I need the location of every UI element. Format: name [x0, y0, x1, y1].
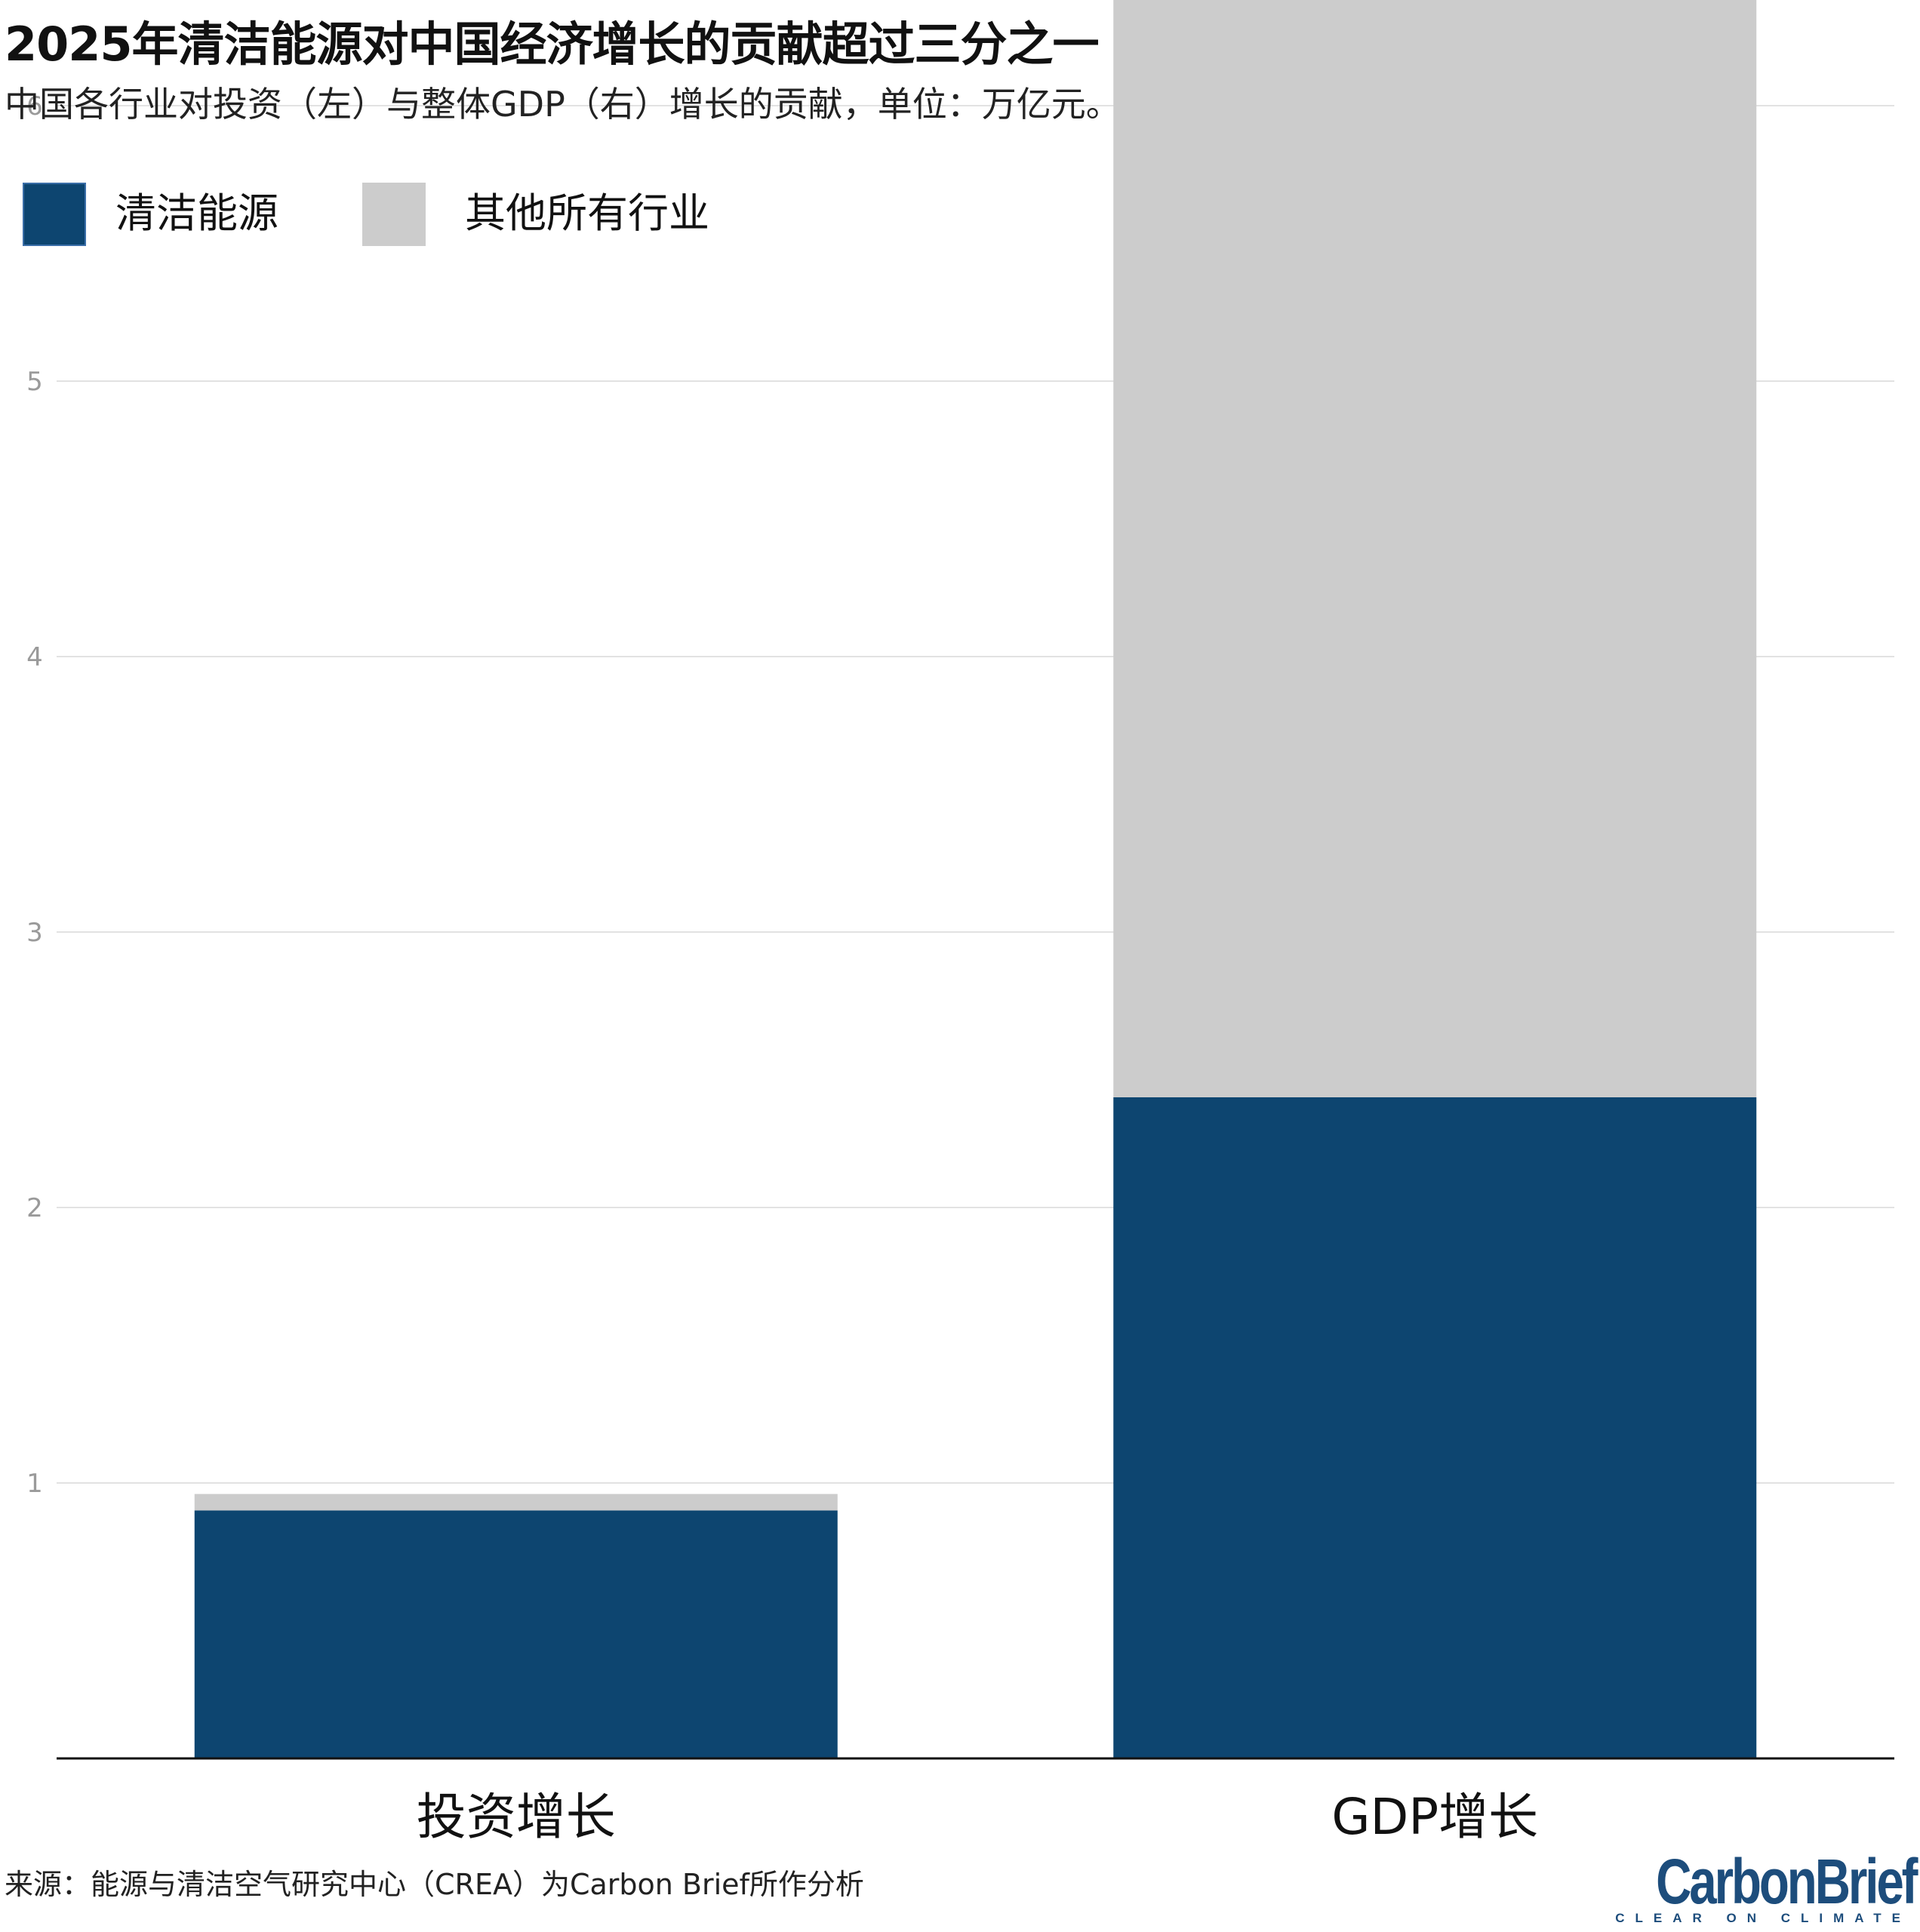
y-tick-label: 2: [26, 1193, 43, 1223]
bar-segment-other-sectors-0: [194, 1494, 838, 1511]
y-axis-ticks: 1 2 3 4 5 6: [26, 91, 43, 1499]
bars: [194, 0, 1757, 1758]
legend-swatch-other-sectors: [362, 183, 426, 246]
x-category-label: 投资增长: [417, 1788, 616, 1841]
logo-wordmark: CarbonBrief: [1655, 1846, 1918, 1917]
bar-segment-clean-energy-1: [1113, 1097, 1757, 1758]
y-tick-label: 1: [26, 1469, 43, 1499]
bar-segment-other-sectors-1: [1113, 0, 1757, 1097]
chart-subtitle: 中国各行业对投资（左）与整体GDP（右）增长的贡献，单位：万亿元。: [5, 84, 1121, 125]
bar-segment-clean-energy-0: [194, 1510, 838, 1758]
carbonbrief-logo: CarbonBrief CLEAR ON CLIMATE: [1615, 1846, 1918, 1927]
legend-label-clean-energy: 清洁能源: [115, 189, 278, 237]
y-tick-label: 5: [26, 367, 43, 397]
y-tick-label: 4: [26, 642, 43, 672]
x-category-label: GDP增长: [1331, 1788, 1538, 1841]
legend-label-other-sectors: 其他所有行业: [465, 189, 709, 237]
source-note: 来源：能源与清洁空气研究中心（CREA）为Carbon Brief所作分析: [5, 1868, 864, 1901]
logo-tagline: CLEAR ON CLIMATE: [1615, 1911, 1911, 1925]
y-tick-label: 6: [26, 91, 43, 122]
y-tick-label: 3: [26, 918, 43, 948]
legend-swatch-clean-energy: [23, 183, 86, 246]
chart-title: 2025年清洁能源对中国经济增长的贡献超过三分之一: [5, 17, 1100, 72]
x-axis-categories: 投资增长 GDP增长: [417, 1788, 1538, 1841]
stacked-bar-chart: 1 2 3 4 5 6 投资增长 GDP增长: [26, 0, 1894, 1841]
